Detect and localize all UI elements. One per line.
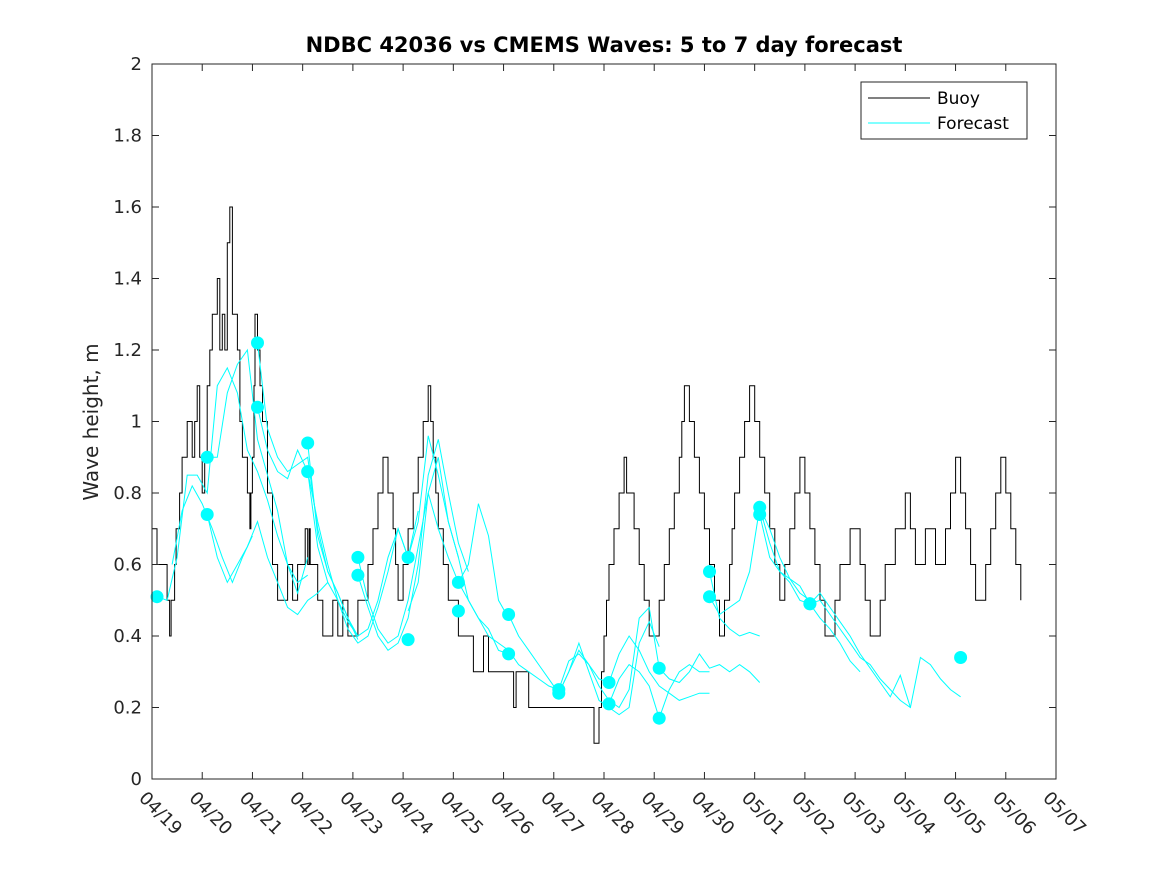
forecast-start-marker <box>451 575 465 589</box>
forecast-series-line-10 <box>407 435 509 655</box>
forecast-series-line-0 <box>156 366 308 601</box>
forecast-series-line-6 <box>307 442 409 637</box>
legend-buoy-label: Buoy <box>937 89 980 109</box>
y-tick-label: 2 <box>131 54 142 75</box>
forecast-start-marker <box>552 686 566 700</box>
y-tick-label: 0.2 <box>113 698 142 719</box>
forecast-start-marker <box>954 651 968 664</box>
y-tick-label: 1.8 <box>113 126 142 147</box>
forecast-start-marker <box>200 450 214 464</box>
forecast-series-line-3 <box>206 514 329 616</box>
plot-area <box>150 206 1022 744</box>
forecast-start-marker <box>301 436 315 450</box>
forecast-start-marker <box>150 590 164 604</box>
chart-title: NDBC 42036 vs CMEMS Waves: 5 to 7 day fo… <box>306 33 903 57</box>
forecast-start-marker <box>200 508 214 521</box>
forecast-start-marker <box>803 597 817 611</box>
forecast-series-line-2 <box>207 348 309 595</box>
y-tick-label: 1.6 <box>113 197 142 218</box>
y-tick-label: 0 <box>131 769 142 790</box>
forecast-series-line-19 <box>709 571 760 637</box>
forecast-start-marker <box>652 711 666 725</box>
forecast-start-marker <box>502 608 516 621</box>
y-tick-label: 1.4 <box>113 269 142 290</box>
forecast-series-line-1 <box>171 484 253 584</box>
y-tick-label: 0.6 <box>113 555 142 576</box>
axes-box <box>151 63 1057 780</box>
forecast-start-marker <box>351 568 365 582</box>
forecast-start-marker <box>703 590 716 604</box>
forecast-start-marker <box>251 336 264 350</box>
forecast-start-marker <box>703 565 716 579</box>
legend-forecast-label: Forecast <box>937 114 1009 134</box>
forecast-start-marker <box>602 697 616 711</box>
forecast-start-marker <box>401 633 415 647</box>
forecast-series-line-22 <box>759 507 961 709</box>
forecast-start-marker <box>652 661 666 675</box>
forecast-start-marker <box>502 647 516 661</box>
legend: Buoy Forecast <box>860 81 1028 140</box>
y-tick-label: 0.8 <box>113 483 142 504</box>
forecast-series-line-16 <box>608 635 710 701</box>
forecast-start-marker <box>401 550 415 564</box>
y-tick-label: 0.4 <box>113 626 142 647</box>
forecast-start-marker <box>602 676 616 689</box>
forecast-start-marker <box>753 508 767 521</box>
y-tick-label: 1 <box>131 412 142 433</box>
forecast-series-line-7 <box>307 471 419 644</box>
buoy-series-line <box>152 206 1022 744</box>
forecast-start-marker <box>351 550 365 564</box>
forecast-start-marker <box>301 465 315 479</box>
y-axis-label: Wave height, m <box>79 343 103 500</box>
y-axis-ticks: 0 0.2 0.4 0.6 0.8 1 1.2 1.4 1.6 1.8 2 <box>113 54 1056 790</box>
y-tick-label: 1.2 <box>113 340 142 361</box>
forecast-series-line-9 <box>357 439 469 652</box>
forecast-start-marker <box>251 400 264 414</box>
forecast-series-line-8 <box>357 457 459 644</box>
forecast-series-line-18 <box>658 652 761 684</box>
legend-box <box>860 81 1028 140</box>
forecast-start-marker <box>451 604 465 618</box>
forecast-series-line-23 <box>809 592 911 708</box>
